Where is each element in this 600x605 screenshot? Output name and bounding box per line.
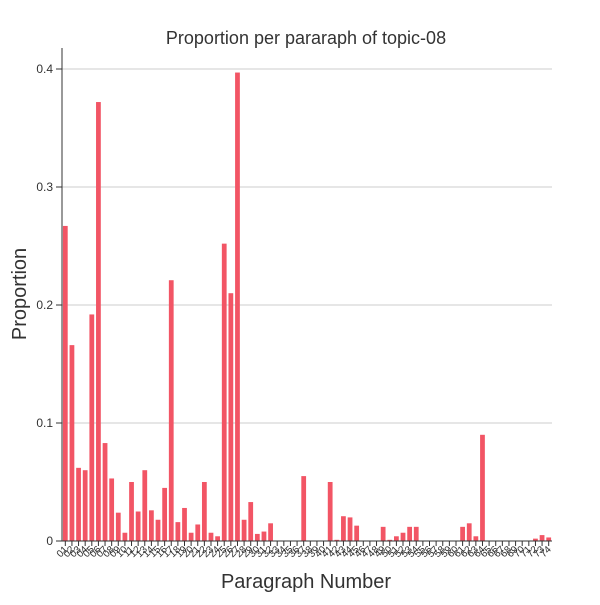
- bar: [122, 532, 128, 541]
- bar: [235, 72, 240, 541]
- bar: [155, 519, 161, 541]
- bar: [69, 345, 75, 541]
- y-axis-label: Proportion: [9, 248, 31, 340]
- x-tick-layer: 0102030405060708091011121314151617181920…: [55, 541, 554, 560]
- bar: [354, 525, 360, 541]
- bar: [413, 526, 419, 541]
- bar: [380, 526, 386, 541]
- bar: [149, 510, 154, 541]
- bar: [208, 532, 214, 541]
- bar: [89, 314, 95, 541]
- bar: [400, 532, 406, 541]
- bar: [341, 516, 346, 541]
- chart-title: Proportion per pararaph of topic-08: [166, 28, 446, 48]
- y-tick-layer: 0 0.1 0.2 0.3 0.4: [36, 62, 62, 548]
- bar: [215, 536, 220, 541]
- y-tick-label: 0.3: [36, 180, 53, 194]
- bar: [195, 524, 201, 541]
- bar: [261, 531, 267, 541]
- bar: [201, 482, 207, 541]
- bar: [228, 293, 234, 541]
- x-axis-label: Paragraph Number: [221, 571, 391, 593]
- bar: [175, 522, 181, 541]
- bar: [254, 533, 260, 541]
- bar: [188, 532, 194, 541]
- bar: [473, 536, 479, 541]
- bar: [102, 443, 108, 541]
- bar: [115, 512, 121, 541]
- bar: [394, 536, 399, 541]
- bar: [334, 539, 340, 541]
- bar: [62, 225, 68, 541]
- bar: [109, 478, 115, 541]
- bar: [82, 470, 88, 541]
- bar: [546, 537, 552, 541]
- bar: [96, 102, 101, 541]
- bar: [135, 511, 141, 541]
- bar: [466, 523, 472, 541]
- bar: [248, 502, 254, 541]
- bar: [533, 538, 538, 541]
- y-tick-label: 0.4: [36, 62, 53, 76]
- grid-layer: [62, 68, 552, 424]
- y-tick-label: 0: [46, 534, 53, 548]
- bar: [221, 243, 227, 541]
- bar-layer: [62, 72, 552, 541]
- y-tick-label: 0.2: [36, 298, 53, 312]
- y-tick-label: 0.1: [36, 416, 53, 430]
- bar: [76, 467, 81, 541]
- bar: [241, 519, 247, 541]
- bar: [407, 526, 413, 541]
- bar: [182, 507, 187, 541]
- bar: [327, 482, 333, 541]
- bar: [129, 482, 134, 541]
- bar: [460, 526, 465, 541]
- bar: [162, 487, 168, 541]
- bar: [168, 280, 174, 541]
- bar: [480, 434, 485, 541]
- axis-layer: [61, 48, 552, 542]
- bar: [268, 523, 273, 541]
- bar: [539, 535, 545, 541]
- bar: [347, 517, 353, 541]
- bar: [142, 470, 148, 541]
- bar: [387, 539, 393, 541]
- bar: [301, 476, 307, 541]
